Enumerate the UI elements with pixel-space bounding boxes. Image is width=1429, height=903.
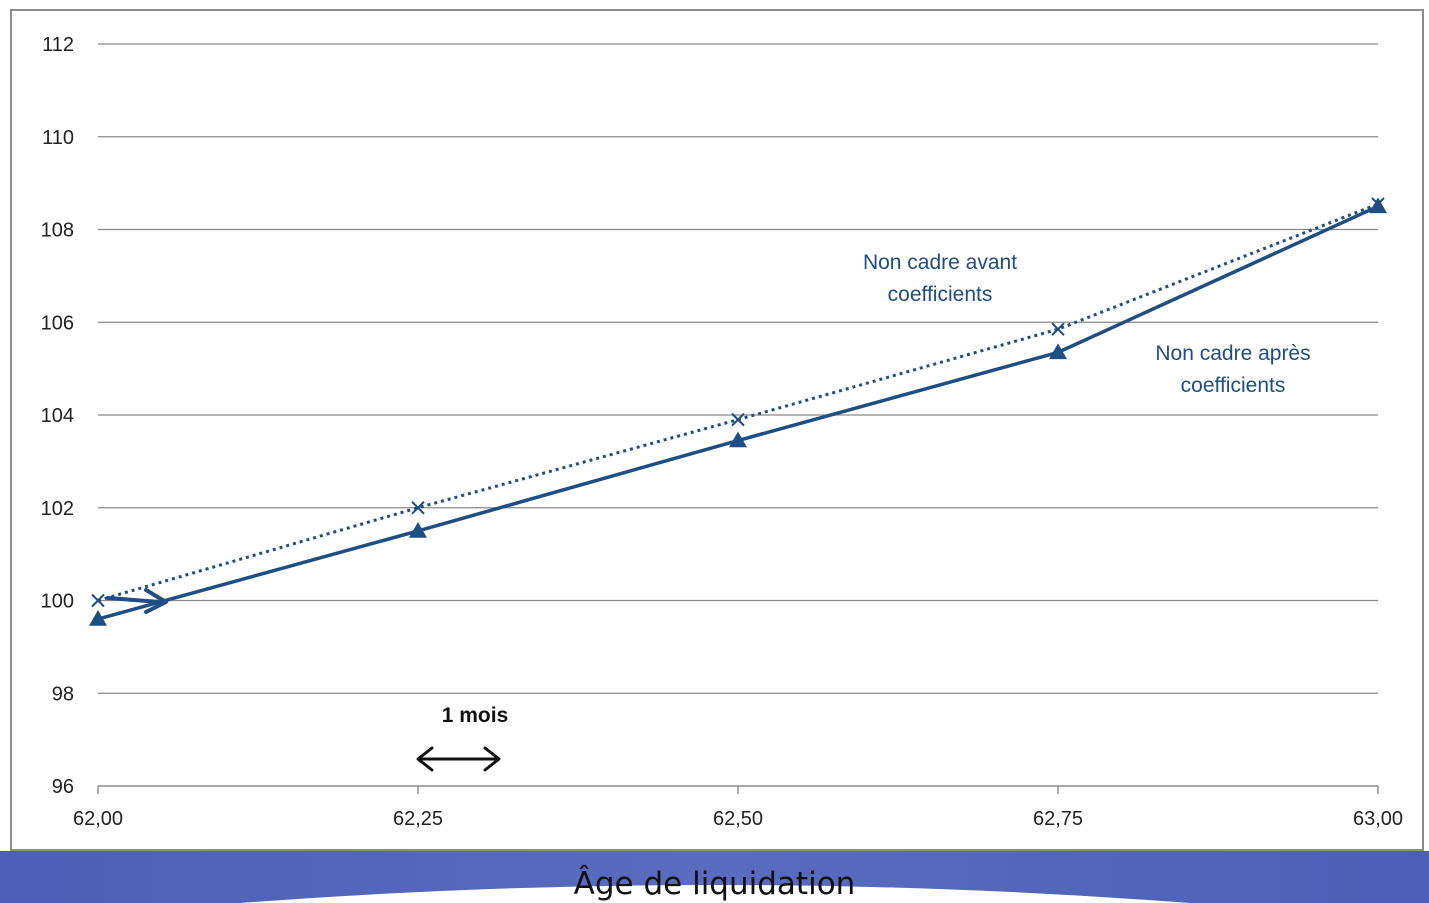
double-arrow-head-left [416,746,434,772]
data-point-x-marker [731,412,745,427]
x-tick-label: 62,50 [713,808,763,830]
series-layer [97,202,1379,621]
data-point-x-marker [91,593,105,608]
grid-layer [98,43,1378,694]
x-tick-label: 62,75 [1033,808,1083,830]
y-tick-label: 110 [42,127,74,149]
annotation-layer: Non cadre avant coefficients Non cadre apr… [106,251,1311,772]
data-point-x-marker [411,501,425,515]
double-headed-arrow [416,746,501,772]
data-point-triangle-marker [89,610,107,626]
series-line-1 [97,202,1379,602]
x-marker-stroke [411,501,425,515]
x-tick-label: 63,00 [1353,808,1403,830]
y-tick-label: 108 [41,220,74,242]
x-tick-label: 62,00 [73,808,123,830]
y-tick-label: 96 [52,776,74,798]
x-marker-stroke [731,412,745,427]
shift-arrow [106,588,168,614]
shift-arrow-head [144,588,168,614]
x-marker-stroke [1051,322,1065,336]
series-label-2: Non cadre après coefficients [1155,342,1310,397]
series-line-2 [97,204,1379,621]
data-point-x-marker [1051,322,1065,336]
data-point-triangle-marker [1369,197,1387,214]
y-tick-label: 106 [41,312,74,334]
axis-layer: 96 98 100 102 104 106 108 110 112 62,00 62,25 62,50… [41,34,1403,830]
y-tick-label: 104 [41,405,74,427]
x-axis-label: Âge de liquidation [573,866,856,902]
y-tick-label: 100 [41,591,74,613]
x-tick-label: 62,25 [393,808,443,830]
y-tick-label: 112 [42,34,74,56]
y-tick-label: 102 [41,498,74,520]
double-arrow-head-right [483,746,501,772]
data-point-triangle-marker [409,521,427,538]
data-point-triangle-marker [1049,343,1067,360]
interval-label: 1 mois [442,704,509,727]
bottom-decorative-band [0,847,1429,903]
x-marker-stroke [91,593,105,608]
y-tick-label: 98 [52,683,74,705]
series-label-1: Non cadre avant coefficients [863,251,1017,306]
marker-layer [89,197,1387,626]
chart-frame [10,9,1424,851]
data-point-triangle-marker [729,431,747,448]
shift-arrow-shaft [106,596,162,604]
